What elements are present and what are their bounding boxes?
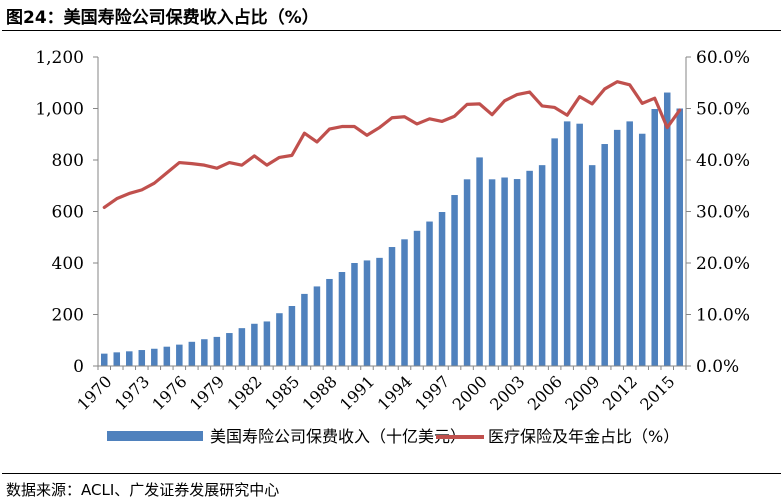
bar-2003	[513, 179, 521, 366]
y-right-tick-label: 30.0%	[696, 203, 750, 223]
x-tick-label: 2009	[561, 372, 603, 414]
bar-1977	[188, 341, 196, 366]
x-tick-label: 1979	[186, 372, 228, 414]
bar-1986	[301, 293, 308, 366]
bar-2014	[651, 109, 658, 366]
y-left-tick-label: 1,000	[35, 100, 84, 120]
bar-2005	[538, 165, 546, 366]
x-tick-label: 1973	[111, 372, 153, 414]
x-tick-label: 1985	[261, 372, 303, 414]
bar-2001	[488, 179, 496, 366]
dual-axis-chart: 0 200 400 600 800 1,000 1,200 0.0% 10.0% 20.0% 30.…	[35, 48, 750, 446]
x-tick-label: 2003	[486, 372, 528, 414]
y-right-tick-label: 10.0%	[696, 306, 750, 326]
bar-1973	[138, 350, 146, 366]
source-note: 数据来源：ACLI、广发证券发展研究中心	[6, 481, 280, 499]
bar-2004	[526, 170, 533, 366]
x-tick-label: 2012	[599, 372, 641, 414]
bar-1970	[101, 353, 108, 366]
bar-1985	[288, 306, 296, 366]
bar-2016	[676, 108, 683, 366]
bar-1983	[263, 321, 271, 366]
bar-1972	[126, 351, 133, 366]
bar-1981	[238, 328, 246, 366]
x-tick-label: 1994	[374, 372, 416, 414]
footer-rule	[2, 473, 781, 474]
bar-1982	[251, 323, 258, 366]
line-series	[102, 80, 682, 209]
bar-2013	[638, 133, 646, 366]
bar-2006	[551, 138, 558, 366]
y-right-tick-label: 50.0%	[696, 100, 750, 120]
x-tick-label: 1991	[336, 372, 378, 414]
y-left-tick-label: 600	[52, 203, 84, 223]
legend-bar-swatch	[107, 431, 203, 441]
bar-2000	[476, 157, 483, 366]
y-left-tick-label: 800	[52, 151, 84, 171]
x-tick-label: 1982	[223, 372, 265, 414]
bar-1984	[276, 313, 283, 366]
bar-1998	[451, 195, 458, 366]
y-right-tick-label: 20.0%	[696, 254, 750, 274]
bar-1994	[401, 239, 408, 366]
bar-1992	[376, 257, 383, 366]
x-tick-label: 2015	[636, 372, 678, 414]
bar-2012	[626, 121, 633, 367]
y-left-tick-label: 200	[52, 306, 84, 326]
bar-1999	[463, 179, 471, 366]
x-tick-label: 1988	[299, 372, 341, 414]
x-tick-label: 1970	[73, 372, 115, 414]
bar-1995	[413, 230, 421, 366]
title-rule	[2, 30, 781, 31]
bar-2007	[563, 121, 571, 367]
legend-line-label: 医疗保险及年金占比（%）	[488, 427, 679, 446]
bar-1997	[438, 212, 446, 366]
y-left-tick-label: 0	[73, 357, 84, 377]
bar-1976	[176, 344, 183, 366]
x-tick-label: 2000	[449, 372, 491, 414]
y-right-tick-label: 60.0%	[696, 48, 750, 68]
bar-1991	[363, 260, 371, 366]
bar-2015	[663, 92, 671, 366]
bar-1978	[201, 339, 208, 366]
bar-1975	[163, 346, 171, 366]
bar-1989	[338, 272, 346, 366]
bar-1974	[151, 348, 158, 366]
bar-1996	[426, 221, 433, 366]
bar-1980	[226, 333, 233, 366]
bar-2010	[601, 144, 608, 366]
bar-1971	[113, 352, 121, 366]
bar-2002	[501, 177, 508, 366]
legend-bar-label: 美国寿险公司保费收入（十亿美元）	[210, 427, 466, 446]
y-left-tick-label: 1,200	[35, 48, 84, 68]
x-tick-label: 2006	[524, 372, 566, 414]
x-tick-label: 1976	[148, 372, 190, 414]
x-tick-label: 1997	[411, 372, 453, 414]
bar-2008	[576, 123, 583, 366]
bar-1990	[351, 263, 358, 366]
bar-2011	[613, 129, 621, 366]
bar-2009	[588, 165, 596, 366]
y-right-tick-label: 0.0%	[696, 357, 739, 377]
y-left-tick-label: 400	[52, 254, 84, 274]
bar-1988	[326, 278, 333, 366]
bar-1993	[388, 247, 396, 366]
bar-1987	[313, 286, 321, 366]
y-right-tick-label: 40.0%	[696, 151, 750, 171]
bar-1979	[213, 336, 221, 366]
figure-title: 图24：美国寿险公司保费收入占比（%）	[6, 8, 319, 28]
